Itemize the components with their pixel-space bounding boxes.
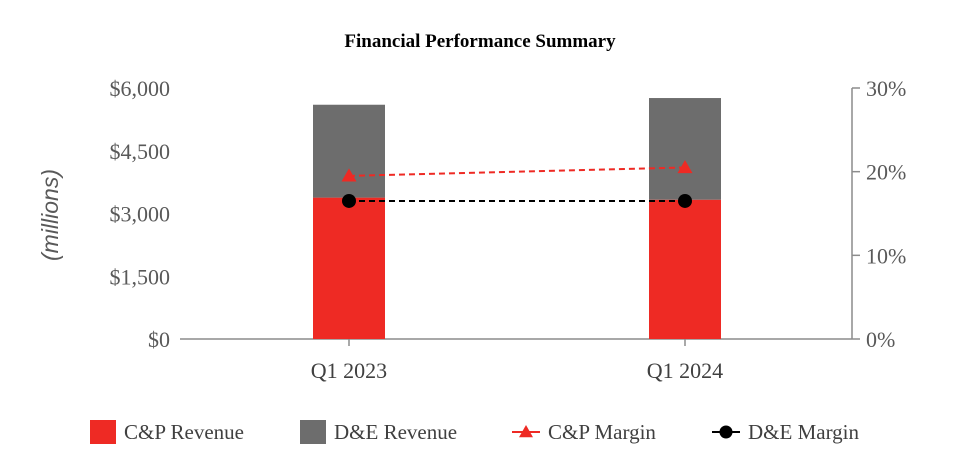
right-tick-label: 20% [866, 160, 906, 185]
legend-label-candp-margin: C&P Margin [548, 420, 656, 444]
legend-item-candp-revenue: C&P Revenue [90, 420, 244, 444]
bar-candp-revenue-q1-2024 [649, 199, 721, 339]
point-candp-margin-q1-2024 [677, 159, 693, 174]
right-tick-label: 0% [866, 327, 895, 352]
legend: C&P Revenue D&E Revenue C&P Margin D&E Marg… [90, 420, 860, 444]
legend-item-dande-revenue: D&E Revenue [300, 420, 457, 444]
left-tick-label: $3,000 [110, 202, 171, 227]
legend-label-dande-revenue: D&E Revenue [334, 420, 457, 444]
left-tick-label: $6,000 [110, 76, 171, 101]
right-tick-label: 30% [866, 76, 906, 101]
bar-dande-revenue-q1-2024 [649, 98, 721, 200]
legend-marker-dande-margin [719, 425, 733, 439]
bars-layer [313, 98, 721, 339]
legend-item-dande-margin: D&E Margin [712, 420, 860, 444]
legend-label-candp-revenue: C&P Revenue [124, 420, 244, 444]
point-candp-margin-q1-2023 [341, 168, 357, 182]
axes-layer [180, 87, 860, 346]
legend-item-candp-margin: C&P Margin [512, 420, 656, 444]
right-tick-label: 10% [866, 243, 906, 268]
chart-title: Financial Performance Summary [344, 31, 616, 52]
legend-swatch-candp-revenue [90, 420, 116, 444]
point-dande-margin-q1-2023 [342, 193, 356, 208]
line-candp-margin [348, 166, 686, 177]
left-tick-label: $4,500 [110, 139, 171, 164]
legend-swatch-dande-revenue [300, 420, 326, 444]
bar-candp-revenue-q1-2023 [313, 197, 385, 339]
x-tick-label: Q1 2024 [647, 358, 723, 383]
bar-dande-revenue-q1-2023 [313, 104, 385, 198]
legend-label-dande-margin: D&E Margin [748, 420, 860, 444]
point-dande-margin-q1-2024 [678, 193, 692, 208]
legend-marker-candp-margin [519, 425, 533, 438]
x-tick-label: Q1 2023 [311, 358, 387, 383]
left-tick-label: $0 [148, 327, 170, 352]
lines-layer [341, 159, 693, 208]
ticks-layer: $0 $1,500 $3,000 $4,500 $6,000 0% 10% 20% 30% Q1 … [110, 76, 907, 383]
y-axis-label: (millions) [37, 169, 63, 261]
left-tick-label: $1,500 [110, 264, 171, 289]
